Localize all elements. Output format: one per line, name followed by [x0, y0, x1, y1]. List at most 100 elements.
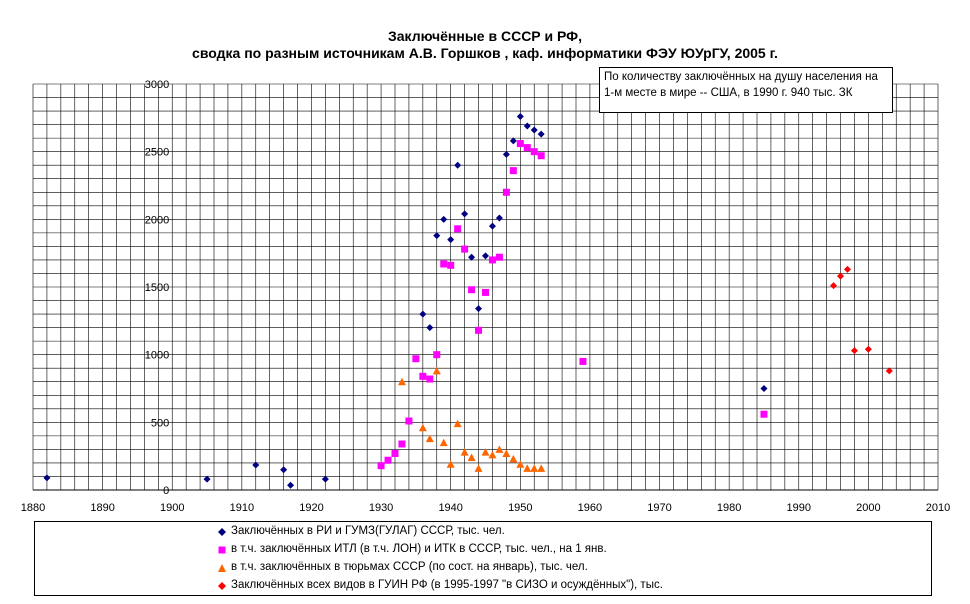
data-point-series-2: [426, 375, 434, 383]
chart-legend: Заключённых в РИ и ГУМЗ(ГУЛАГ) СССР, тыс…: [34, 521, 932, 596]
y-tick-label: 0: [163, 485, 169, 497]
y-tick-label: 500: [151, 417, 169, 429]
y-tick-label: 2500: [145, 147, 169, 159]
data-point-series-3: [418, 423, 427, 432]
data-point-series-2: [405, 417, 413, 425]
legend-marker-square-magenta: [218, 546, 226, 554]
data-point-series-2: [412, 355, 420, 363]
data-point-series-1: [321, 475, 329, 483]
data-point-series-2: [760, 410, 768, 418]
legend-label-series-1: Заключённых в РИ и ГУМЗ(ГУЛАГ) СССР, тыс…: [231, 525, 505, 537]
legend-marker-triangle-orange: [218, 564, 226, 572]
data-point-series-4: [850, 347, 858, 355]
x-tick-label: 1990: [787, 502, 811, 514]
data-point-series-2: [509, 167, 517, 175]
data-point-series-2: [454, 225, 462, 233]
data-point-series-1: [447, 236, 455, 244]
data-point-series-2: [516, 140, 524, 148]
x-tick-label: 2000: [856, 502, 880, 514]
data-point-series-1: [203, 475, 211, 483]
x-tick-label: 2010: [926, 502, 950, 514]
y-tick-label: 2000: [145, 214, 169, 226]
annotation-note: По количеству заключённых на душу населе…: [599, 67, 893, 113]
data-point-series-1: [287, 481, 295, 489]
legend-item-series-2: в т.ч. заключённых ИТЛ (в т.ч. ЛОН) и ИТ…: [218, 543, 607, 555]
x-tick-label: 1890: [90, 502, 114, 514]
data-point-series-2: [502, 188, 510, 196]
data-point-series-1: [426, 324, 434, 332]
data-point-series-3: [530, 464, 539, 472]
data-point-series-1: [482, 252, 489, 260]
data-point-series-1: [502, 150, 510, 158]
data-point-series-2: [384, 456, 392, 464]
data-point-series-2: [488, 256, 496, 264]
data-point-series-2: [475, 326, 483, 334]
data-point-series-3: [460, 448, 469, 456]
x-tick-label: 1950: [508, 502, 532, 514]
data-point-series-4: [864, 345, 872, 353]
data-point-series-4: [844, 265, 851, 273]
data-point-series-1: [530, 126, 538, 134]
data-point-series-2: [461, 245, 469, 253]
data-point-series-1: [280, 466, 288, 474]
data-point-series-2: [447, 261, 455, 269]
chart-title-line1: Заключённые в СССР и РФ,: [387, 28, 583, 44]
data-point-series-3: [432, 366, 441, 375]
legend-item-series-4: Заключённых всех видов в ГУИН РФ (в 1995…: [218, 579, 663, 591]
data-point-series-1: [252, 461, 260, 469]
data-point-series-1: [495, 214, 503, 222]
data-point-series-3: [446, 460, 455, 468]
data-point-series-1: [760, 385, 768, 392]
data-point-series-1: [468, 253, 476, 261]
data-point-series-3: [523, 464, 532, 472]
x-tick-label: 1960: [578, 502, 602, 514]
data-point-series-4: [830, 282, 838, 290]
y-tick-label: 1500: [145, 282, 169, 294]
data-point-series-1: [461, 210, 469, 218]
legend-label-series-2: в т.ч. заключённых ИТЛ (в т.ч. ЛОН) и ИТ…: [231, 543, 607, 555]
data-point-series-2: [530, 148, 538, 156]
x-tick-label: 1940: [438, 502, 462, 514]
legend-marker-diamond-navy: [218, 528, 226, 536]
data-point-series-2: [433, 351, 441, 359]
data-point-series-3: [495, 445, 504, 453]
data-point-series-2: [537, 152, 545, 160]
data-point-series-1: [488, 222, 496, 230]
x-tick-label: 1900: [160, 502, 184, 514]
data-point-series-2: [419, 372, 427, 380]
data-point-series-3: [537, 464, 546, 472]
legend-item-series-1: Заключённых в РИ и ГУМЗ(ГУЛАГ) СССР, тыс…: [218, 525, 505, 537]
data-point-series-3: [516, 460, 525, 468]
y-tick-label: 1000: [145, 350, 169, 362]
data-point-series-4: [837, 272, 845, 280]
data-point-series-1: [537, 130, 545, 138]
data-point-series-2: [440, 260, 448, 268]
data-point-series-2: [377, 462, 385, 470]
data-point-series-1: [475, 305, 483, 313]
data-point-series-1: [516, 112, 524, 120]
data-point-series-1: [433, 232, 441, 240]
data-point-series-1: [419, 310, 427, 318]
data-point-series-3: [467, 453, 476, 462]
data-point-series-3: [425, 434, 434, 443]
data-point-series-1: [440, 215, 448, 223]
x-tick-label: 1920: [299, 502, 323, 514]
x-tick-label: 1930: [369, 502, 393, 514]
data-point-series-2: [468, 286, 476, 294]
legend-item-series-3: в т.ч. заключённых в тюрьмах СССР (по со…: [218, 561, 588, 573]
data-point-series-1: [523, 122, 531, 130]
x-tick-label: 1880: [21, 502, 45, 514]
data-point-series-2: [523, 144, 531, 152]
data-point-series-1: [509, 137, 517, 145]
x-tick-label: 1970: [647, 502, 671, 514]
data-point-series-1: [43, 474, 51, 482]
data-point-series-1: [454, 161, 462, 169]
data-point-series-3: [474, 464, 483, 472]
data-point-series-3: [397, 377, 406, 386]
data-point-series-3: [509, 454, 518, 463]
data-point-series-2: [482, 288, 489, 296]
data-point-series-3: [439, 438, 448, 447]
legend-marker-diamond-red: [218, 582, 226, 590]
data-point-series-2: [398, 440, 406, 448]
